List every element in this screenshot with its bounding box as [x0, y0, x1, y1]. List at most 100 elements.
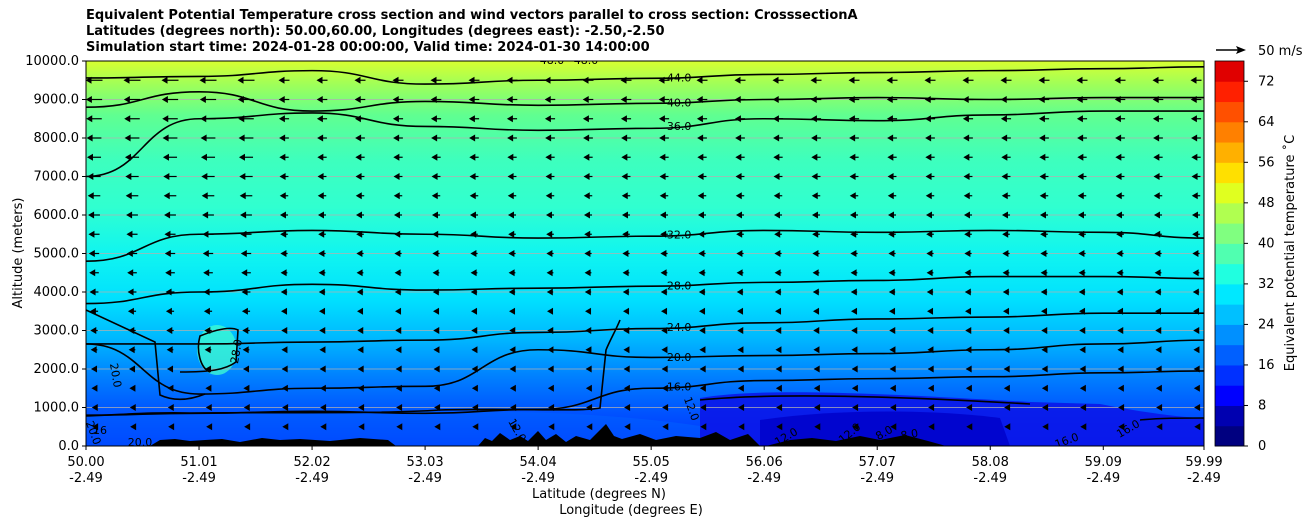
wind-vector [431, 153, 441, 161]
wind-vector [737, 307, 744, 315]
wind-vector [319, 327, 326, 334]
wind-vector [1078, 288, 1086, 296]
wind-vector [886, 115, 898, 123]
wind-vector [1117, 307, 1124, 315]
x-tick-label-lat: 56.06 [746, 455, 783, 470]
contour-label: 32.0 [667, 229, 692, 242]
wind-vector [163, 173, 177, 180]
wind-vector [431, 211, 441, 219]
high-theta-bubble [197, 325, 237, 375]
wind-vector [355, 173, 365, 180]
wind-vector [1078, 230, 1086, 238]
x-axis-label-line-2: Longitude (degrees E) [559, 503, 703, 518]
wind-vector [89, 307, 99, 315]
wind-vector [544, 115, 556, 123]
wind-vector [239, 192, 253, 200]
wind-vector [621, 173, 631, 180]
wind-vector [354, 76, 366, 84]
wind-vector [164, 230, 176, 238]
wind-vector [738, 423, 745, 431]
wind-vector [965, 307, 972, 315]
wind-vector [546, 288, 554, 296]
wind-vector [165, 307, 175, 315]
contour-label: 20.0 [107, 362, 124, 388]
wind-vector [282, 423, 289, 431]
wind-vector [205, 384, 212, 392]
wind-vector [774, 230, 782, 238]
wind-vector [1001, 192, 1011, 200]
wind-vector [394, 288, 402, 296]
wind-vector [241, 288, 251, 296]
wind-vector [1039, 211, 1049, 219]
wind-vector [1193, 327, 1200, 334]
wind-vector [357, 327, 364, 334]
wind-vector [1079, 346, 1086, 354]
wind-vector [927, 327, 934, 334]
wind-vector [244, 423, 251, 431]
wind-vector [811, 173, 821, 180]
wind-vector [1040, 250, 1048, 257]
wind-vector [507, 192, 517, 200]
wind-vector [1155, 384, 1162, 392]
wind-vector [697, 192, 707, 200]
wind-vector [127, 288, 137, 296]
wind-vector [772, 96, 784, 103]
wind-vector [129, 384, 136, 392]
colorbar-segment [1215, 324, 1244, 346]
y-axis-label: Altitude (meters) [11, 198, 26, 309]
wind-vector [1154, 250, 1162, 257]
wind-vector [736, 250, 744, 257]
wind-vector [1154, 288, 1162, 296]
x-tick-label-lat: 51.01 [180, 455, 217, 470]
wind-vector [734, 115, 746, 123]
wind-vector [697, 173, 707, 180]
wind-vector [238, 134, 254, 142]
wind-vector [1000, 96, 1012, 103]
wind-vector [848, 115, 860, 123]
wind-vector [849, 134, 859, 142]
colorbar-tick-label: 40 [1258, 236, 1275, 251]
wind-vector [811, 153, 821, 161]
wind-vector [1193, 346, 1200, 354]
wind-vector [811, 134, 821, 142]
wind-vector [88, 230, 100, 238]
wind-vector [1153, 153, 1163, 161]
wind-vector [1077, 134, 1087, 142]
wind-vector [393, 211, 403, 219]
wind-vector [583, 211, 593, 219]
wind-vector [813, 346, 820, 354]
wind-vector [356, 250, 364, 257]
wind-vector [775, 307, 782, 315]
wind-vector [925, 192, 935, 200]
wind-vector [623, 307, 630, 315]
wind-vector [508, 230, 516, 238]
wind-vector [1041, 384, 1048, 392]
wind-vector [86, 96, 103, 103]
wind-vector [509, 384, 516, 392]
wind-vector [622, 250, 630, 257]
wind-vector [279, 173, 289, 180]
wind-vector [318, 230, 326, 238]
wind-vector [1077, 211, 1087, 219]
wind-vector [316, 96, 328, 103]
wind-vector [1191, 153, 1201, 161]
wind-vector [206, 423, 213, 431]
wind-vector [395, 365, 402, 373]
x-tick-label-lat: 53.03 [406, 455, 443, 470]
wind-vector [585, 346, 592, 354]
wind-vector [1042, 423, 1049, 431]
wind-vector [433, 327, 440, 334]
wind-vector [624, 404, 631, 411]
wind-vector [849, 192, 859, 200]
wind-vector [124, 153, 140, 161]
wind-vector [660, 269, 668, 277]
wind-vector [1003, 346, 1010, 354]
wind-vector [508, 288, 516, 296]
wind-vector [926, 230, 934, 238]
wind-vector [696, 76, 708, 84]
wind-vector [1155, 365, 1162, 373]
colorbar-segment [1215, 425, 1244, 447]
wind-vector [582, 76, 594, 84]
wind-vector [89, 288, 99, 296]
